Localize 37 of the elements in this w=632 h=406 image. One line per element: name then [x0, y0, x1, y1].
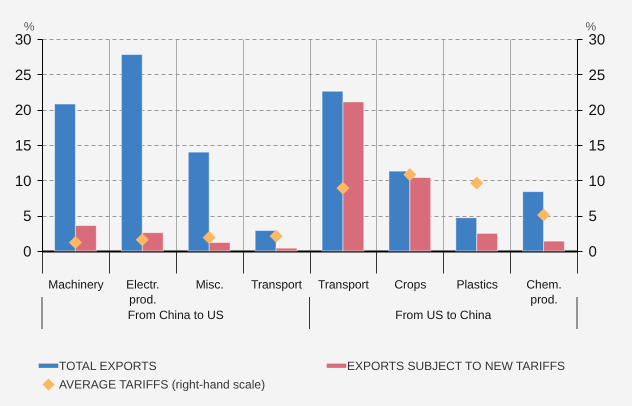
x-tick-label: Machinery — [48, 278, 104, 292]
x-tick-label: Plastics — [456, 278, 498, 292]
y2-tick-label: 25 — [588, 66, 606, 84]
y2-tick-label: 10 — [588, 172, 606, 190]
point — [470, 176, 484, 190]
y-tick-label: 15 — [14, 138, 32, 154]
point — [537, 208, 550, 222]
point — [136, 233, 149, 246]
y2-axis-title: % — [586, 20, 596, 34]
y-tick-label: 30 — [14, 32, 32, 48]
x-tick-label: Transport — [251, 278, 303, 292]
point — [403, 168, 416, 182]
point — [270, 230, 283, 243]
y-tick-label: 20 — [14, 102, 32, 120]
y2-tick-label: 15 — [588, 138, 606, 154]
legend-label: EXPORTS SUBJECT TO NEW TARIFFS — [347, 358, 566, 373]
y-tick-label: 0 — [23, 244, 32, 260]
x-tick-label: Crops — [394, 278, 426, 292]
y2-tick-label: 30 — [588, 32, 606, 48]
x-tick-label: Electr. prod. — [126, 278, 160, 306]
y2-tick-label: 0 — [588, 244, 597, 260]
text: From US to China — [395, 308, 492, 322]
y-tick-label: 25 — [14, 66, 32, 84]
point — [202, 231, 216, 244]
legend-label: AVERAGE TARIFFS (right-hand scale) — [59, 378, 266, 392]
point — [68, 236, 82, 250]
text: From China to US — [128, 308, 224, 322]
y-tick-label: 5 — [23, 208, 32, 226]
point — [336, 182, 350, 195]
legend-label: TOTAL EXPORTS — [59, 358, 157, 373]
y2-tick-label: 20 — [588, 102, 606, 120]
y-axis-title: % — [24, 20, 35, 34]
x-tick-label: Transport — [318, 278, 370, 292]
y-tick-label: 10 — [14, 172, 32, 190]
x-tick-label: Chem. prod. — [526, 278, 562, 306]
x-tick-label: Misc. — [196, 278, 224, 292]
y2-tick-label: 5 — [588, 208, 597, 226]
